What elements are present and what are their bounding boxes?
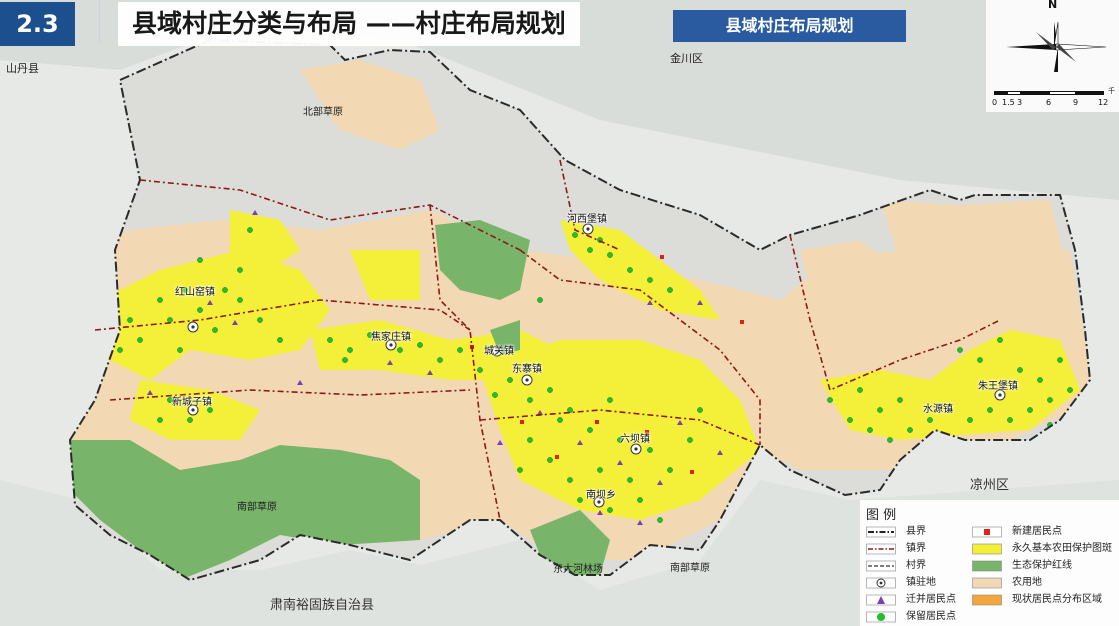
region-label-jinchuan: 金川区	[670, 52, 703, 65]
town-label-liuba: 六坝镇	[620, 434, 650, 445]
north-label: N	[1048, 0, 1058, 11]
town-label-chengguan: 城关镇	[484, 346, 514, 357]
town-seats	[187, 223, 1006, 508]
town-label-jiaojiazhuang: 焦家庄镇	[371, 332, 411, 343]
terrain-shade-south	[0, 480, 1119, 626]
farmland-nw	[230, 210, 300, 270]
town-label-nanba: 南坝乡	[586, 490, 616, 501]
scale-tick-2: 3	[1017, 98, 1023, 107]
scale-tick-4: 9	[1073, 98, 1079, 107]
agricultural-land-north	[300, 60, 440, 150]
new-settlement-square-icon	[972, 526, 1002, 538]
agricultural-land-east	[800, 240, 900, 320]
subtitle-banner: 县域村庄布局规划	[673, 10, 906, 42]
eco-redline-southeast	[530, 510, 610, 575]
eco-redline-south	[70, 440, 420, 580]
town-label-shuiyuan: 水源镇	[923, 404, 953, 415]
town-label-zhuwangpu: 朱王堡镇	[978, 381, 1018, 392]
town-label-xinchengzi: 新城子镇	[172, 397, 212, 408]
scale-bar	[994, 91, 1104, 96]
north-arrow-icon	[1006, 21, 1106, 72]
scale-tick-0: 0	[992, 98, 998, 107]
compass-scale-panel: N 0 1.5 3 6 9 12 千	[986, 0, 1119, 112]
county-boundary-symbol-icon	[866, 526, 896, 538]
map-legend: 图 例 县界 镇界 村界 镇驻地 迁并居民点	[860, 500, 1119, 626]
village-boundary-symbol-icon	[866, 560, 896, 572]
farmland-north-small	[350, 250, 420, 300]
town-label-hexipu: 河西堡镇	[567, 214, 607, 225]
agricultural-land-swatch-icon	[972, 577, 1002, 589]
page-title: 县域村庄分类与布局 ——村庄布局规划	[118, 2, 580, 46]
terrain-shade	[0, 0, 1119, 200]
region-label-south-grassland: 南部草原	[237, 502, 277, 513]
town-boundaries	[94, 159, 1001, 521]
existing-settlement-swatch-icon	[972, 594, 1002, 606]
legend-title: 图 例	[866, 508, 897, 523]
farmland-west	[100, 250, 330, 380]
farmland-hexi	[560, 220, 720, 320]
farmland-swatch-icon	[972, 543, 1002, 555]
region-label-north-grassland: 北部草原	[303, 107, 343, 118]
town-label-hongshanyao: 红山窑镇	[175, 287, 215, 298]
farmland-center-south	[480, 340, 760, 520]
retained-settlement-dot-icon	[866, 611, 896, 623]
eco-redline-north	[435, 220, 530, 300]
region-label-shandan: 山丹县	[6, 62, 39, 75]
agricultural-land-northeast	[880, 200, 1065, 270]
town-seat-symbol-icon	[866, 577, 896, 589]
region-label-liangzhou: 凉州区	[970, 478, 1010, 493]
scale-unit: 千	[1108, 87, 1115, 95]
header-divider	[99, 0, 100, 44]
retained-settlements	[117, 227, 1073, 523]
region-label-sunan: 肃南裕固族自治县	[270, 598, 375, 613]
section-number-badge: 2.3	[0, 2, 75, 46]
relocated-settlements	[147, 210, 723, 525]
relocated-settlement-triangle-icon	[866, 594, 896, 606]
scale-tick-5: 12	[1098, 98, 1109, 107]
eco-redline-swatch-icon	[972, 560, 1002, 572]
farmland-east	[820, 330, 1080, 440]
region-label-south-grassland-2: 南部草原	[670, 563, 710, 574]
town-label-dongzhai: 东寨镇	[512, 364, 542, 375]
region-label-dadaohe-forest: 东大河林场	[553, 564, 603, 575]
scale-tick-1: 1.5	[1002, 98, 1015, 107]
scale-tick-3: 6	[1046, 98, 1052, 107]
town-boundary-symbol-icon	[866, 543, 896, 555]
